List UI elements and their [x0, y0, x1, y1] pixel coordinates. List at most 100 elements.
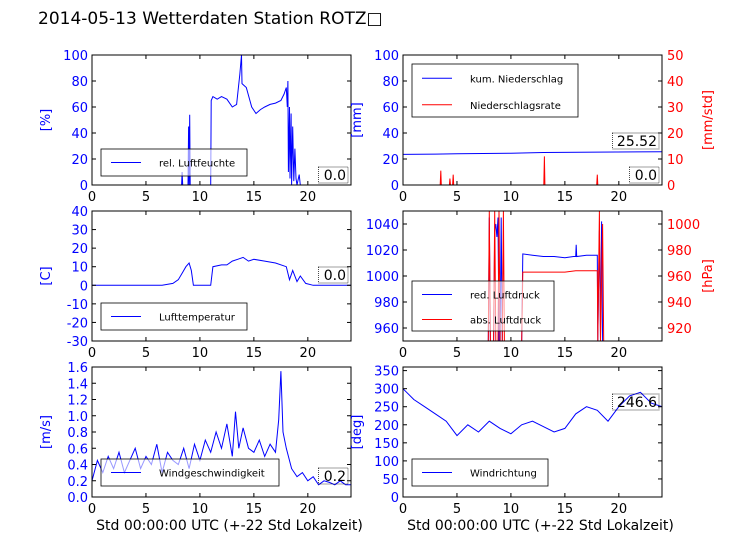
- y-tick-label: -30: [67, 335, 88, 350]
- value-label-box: [318, 266, 349, 284]
- legend-label: Niederschlagsrate: [470, 101, 561, 112]
- y-tick-label: 20: [382, 153, 399, 168]
- y-tick-label: 0: [80, 179, 88, 194]
- y-tick-label: 80: [71, 75, 88, 90]
- x-tick-label: 20: [300, 502, 317, 517]
- subplot-humidity: 0 5 10 15 20 0 20 40 60 80 100 [%] rel. Luftfeuchte 0…: [39, 49, 352, 205]
- y-tick-label: 20: [71, 242, 88, 257]
- x-tick-label: 0: [399, 346, 407, 361]
- y-tick-label-right: 920: [667, 322, 692, 337]
- y-tick-label: -10: [67, 298, 88, 313]
- axes-frame: [402, 54, 663, 186]
- series-line-precipitation-1: [403, 156, 662, 185]
- y-tick-label: 0.2: [67, 475, 88, 490]
- y-tick-label: 1.0: [67, 410, 88, 425]
- x-tick-label: 20: [300, 190, 317, 205]
- x-tick-label: 5: [142, 502, 150, 517]
- x-tick-label: 0: [399, 502, 407, 517]
- x-tick-label: 15: [557, 190, 574, 205]
- legend: rel. Luftfeuchte: [100, 148, 248, 177]
- y-axis-label: [m/s]: [39, 415, 54, 449]
- y-axis-label: [mm]: [350, 102, 365, 137]
- y-tick-label: 0.8: [67, 426, 88, 441]
- value-label: 246.6: [617, 395, 657, 411]
- x-tick-label: 20: [611, 346, 628, 361]
- y-tick-label: 50: [382, 473, 399, 488]
- legend-label: kum. Niederschlag: [470, 74, 563, 85]
- value-label-box: [318, 467, 349, 485]
- x-tick-label: 20: [611, 502, 628, 517]
- y-tick-label-right: 10: [667, 153, 684, 168]
- x-tick-label: 5: [453, 190, 461, 205]
- legend: Lufttemperatur: [100, 302, 248, 331]
- x-tick-label: 10: [192, 190, 209, 205]
- legend-label: abs. Luftdruck: [470, 316, 541, 327]
- x-tick-label: 15: [246, 190, 263, 205]
- x-tick-label: 5: [453, 346, 461, 361]
- x-axis-label: Std 00:00:00 UTC (+-22 Std Lokalzeit): [96, 518, 363, 534]
- y-tick-label: 0.4: [67, 459, 88, 474]
- value-label-box: [629, 166, 660, 184]
- value-label: 0.0: [324, 268, 346, 284]
- y-tick-label: 960: [374, 322, 399, 337]
- y-tick-label: 0: [391, 491, 399, 506]
- x-tick-label: 20: [611, 190, 628, 205]
- y-tick-label-right: 20: [667, 127, 684, 142]
- x-tick-label: 0: [88, 502, 96, 517]
- legend-box: [411, 63, 579, 118]
- y-axis-label: [%]: [39, 109, 54, 132]
- x-tick-label: 10: [503, 190, 520, 205]
- x-tick-label: 0: [399, 190, 407, 205]
- y-tick-label-right: 980: [667, 244, 692, 259]
- y-tick-label: 0.6: [67, 442, 88, 457]
- y-tick-label: 60: [382, 101, 399, 116]
- y-tick-label: 250: [374, 401, 399, 416]
- y-tick-label: 1040: [366, 218, 399, 233]
- subplot-pressure: 0 5 10 15 20 960 980 1000 1020 1040 920 940 960 980 10…: [366, 210, 716, 361]
- y-tick-label: 150: [374, 437, 399, 452]
- y-tick-label: 100: [63, 49, 88, 64]
- series-line-temperature-0: [92, 256, 351, 286]
- axes-frame: [91, 210, 352, 342]
- legend-label: Windrichtung: [470, 469, 537, 480]
- axes-frame: [402, 366, 663, 498]
- y-tick-label: 350: [374, 365, 399, 380]
- y-tick-label: 80: [382, 75, 399, 90]
- y-tick-label: 0: [80, 279, 88, 294]
- y-tick-label-right: 940: [667, 296, 692, 311]
- y-tick-label: 100: [374, 49, 399, 64]
- y-tick-label: 1.2: [67, 394, 88, 409]
- x-tick-label: 20: [300, 346, 317, 361]
- legend: Windgeschwindigkeit: [100, 458, 280, 487]
- y-tick-label: 100: [374, 455, 399, 470]
- y-tick-label-right: 960: [667, 270, 692, 285]
- legend-label: Windgeschwindigkeit: [159, 469, 265, 480]
- subplot-windspeed: 0 5 10 15 200.00.20.40.60.81.01.21.41.6[m/s]…: [39, 361, 363, 534]
- value-label-box: [612, 132, 660, 150]
- series-line-winddirection-0: [403, 388, 662, 437]
- legend-label: Lufttemperatur: [159, 313, 236, 324]
- value-label-box: [612, 393, 660, 411]
- y-tick-label: 30: [71, 224, 88, 239]
- y-tick-label-right: 30: [667, 101, 684, 116]
- x-tick-label: 0: [88, 346, 96, 361]
- legend-label: rel. Luftfeuchte: [159, 159, 235, 170]
- y-axis-label-right: [hPa]: [701, 259, 716, 293]
- x-tick-label: 15: [557, 502, 574, 517]
- y-tick-label: 200: [374, 419, 399, 434]
- subplot-precipitation: 0 5 10 15 20 0 20 40 60 80 100 0 10 20 30 40 50 [mm] [mm/s…: [350, 49, 716, 205]
- legend: Windrichtung: [411, 458, 549, 487]
- y-tick-label: -20: [67, 316, 88, 331]
- y-tick-label: 40: [382, 127, 399, 142]
- x-tick-label: 15: [557, 346, 574, 361]
- y-tick-label: 60: [71, 101, 88, 116]
- subplot-temperature: 0 5 10 15 20 -30 -20 -10 0 10 20 30 40 [C] Lufttempera…: [39, 205, 352, 361]
- legend: kum. Niederschlag Niederschlagsrate: [411, 63, 579, 118]
- legend-box: [411, 280, 555, 332]
- value-label: 0.2: [324, 469, 346, 485]
- y-tick-label: 1.6: [67, 361, 88, 376]
- x-tick-label: 10: [503, 346, 520, 361]
- y-tick-label: 300: [374, 383, 399, 398]
